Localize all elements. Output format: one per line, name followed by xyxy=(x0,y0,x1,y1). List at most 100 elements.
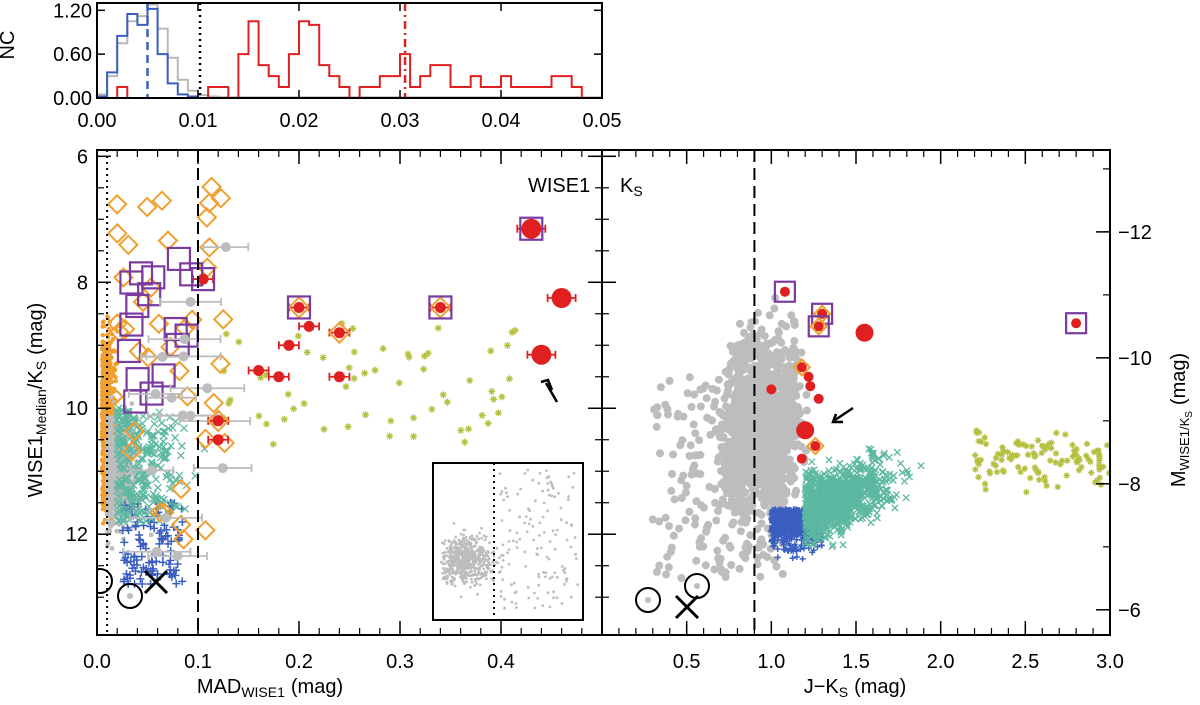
inset-point xyxy=(453,584,457,588)
inset-point xyxy=(547,493,551,497)
point-plus xyxy=(793,544,800,551)
inset-point xyxy=(552,596,555,600)
point-gray-err xyxy=(217,463,228,474)
point-gray xyxy=(729,357,738,366)
point-gray-err xyxy=(147,465,157,476)
hist-xtick-label: 0.02 xyxy=(280,110,319,132)
point-star xyxy=(443,398,451,406)
inset-point xyxy=(495,546,499,550)
point-gray xyxy=(656,383,665,392)
inset-point xyxy=(475,582,478,586)
inset-point xyxy=(470,566,474,569)
inset-point xyxy=(452,522,456,525)
inset-point xyxy=(443,539,447,542)
point-orange xyxy=(108,360,113,366)
inset-point xyxy=(450,550,454,554)
point-diamond xyxy=(196,206,218,228)
left-ylabel-tail: /K xyxy=(25,370,47,390)
inset-point xyxy=(555,528,559,532)
point-orange xyxy=(100,412,106,417)
inset-point xyxy=(525,530,529,534)
inset-point xyxy=(471,537,475,540)
point-gray xyxy=(733,475,742,484)
point-cross xyxy=(134,505,143,514)
point-star xyxy=(410,433,418,441)
inset-point xyxy=(515,546,519,549)
point-gray xyxy=(762,378,771,387)
point-box xyxy=(125,367,150,392)
point-star xyxy=(420,352,428,360)
point-diamond xyxy=(136,196,158,218)
point-cross xyxy=(120,489,129,498)
inset-point xyxy=(510,600,514,604)
point-orange xyxy=(100,424,106,429)
point-red xyxy=(333,327,345,339)
inset-point xyxy=(486,549,490,553)
point-star xyxy=(405,353,413,361)
point-gray xyxy=(706,430,715,439)
point-orange xyxy=(105,332,110,337)
point-star xyxy=(457,426,465,434)
point-gray xyxy=(665,522,673,531)
inset-point xyxy=(507,540,511,543)
point-gray xyxy=(778,467,786,476)
inset-point xyxy=(478,545,482,549)
point-star xyxy=(511,326,519,334)
point-gray xyxy=(744,463,753,472)
point-gray xyxy=(728,475,736,484)
point-gray-err xyxy=(178,351,189,362)
point-gray xyxy=(694,451,702,460)
point-plus xyxy=(165,560,174,569)
point-gray xyxy=(735,564,744,573)
point-star xyxy=(371,366,379,374)
point-cross xyxy=(149,489,158,498)
point-orange xyxy=(101,346,106,352)
point-star xyxy=(345,364,353,372)
point-plus xyxy=(131,566,140,575)
point-gray xyxy=(708,416,717,425)
inset-point xyxy=(442,566,445,570)
inset-point xyxy=(448,559,451,562)
inset-point xyxy=(469,537,472,541)
point-plus xyxy=(131,522,140,531)
point-gray xyxy=(757,325,766,334)
hist-step-red xyxy=(97,20,602,99)
inset-point xyxy=(451,546,454,550)
point-gray xyxy=(710,565,719,574)
point-gray xyxy=(653,411,662,420)
point-star xyxy=(226,396,234,404)
point-gray xyxy=(786,477,795,486)
inset-point xyxy=(499,595,503,598)
point-orange xyxy=(102,323,108,329)
point-star xyxy=(290,405,298,413)
point-gray xyxy=(753,560,762,569)
left-ylabel-sub: Median xyxy=(33,389,49,435)
inset-point xyxy=(526,586,530,589)
point-gray xyxy=(714,507,722,515)
point-star xyxy=(294,332,302,340)
inset-point xyxy=(485,553,489,557)
point-gray xyxy=(725,483,734,492)
point-cross xyxy=(156,453,165,462)
inset-point xyxy=(502,498,505,502)
point-gray xyxy=(730,508,739,517)
point-star xyxy=(386,432,394,440)
point-gray xyxy=(655,561,664,570)
point-orange xyxy=(108,375,113,380)
point-gray xyxy=(802,390,811,399)
point-gray xyxy=(774,328,783,337)
inset-point xyxy=(547,475,551,479)
point-orange xyxy=(100,457,105,462)
point-cross xyxy=(159,442,168,451)
point-diamond xyxy=(121,440,143,462)
point-gray xyxy=(771,353,780,362)
hist-xtick-label: 0.05 xyxy=(583,110,622,132)
point-cross xyxy=(145,508,154,517)
point-gray xyxy=(107,422,113,428)
point-gray xyxy=(668,470,676,478)
point-gray xyxy=(711,397,720,406)
point-cross xyxy=(180,424,188,433)
hist-xtick-label: 0.01 xyxy=(179,110,218,132)
point-diamond xyxy=(170,514,192,536)
point-gray xyxy=(695,436,704,445)
